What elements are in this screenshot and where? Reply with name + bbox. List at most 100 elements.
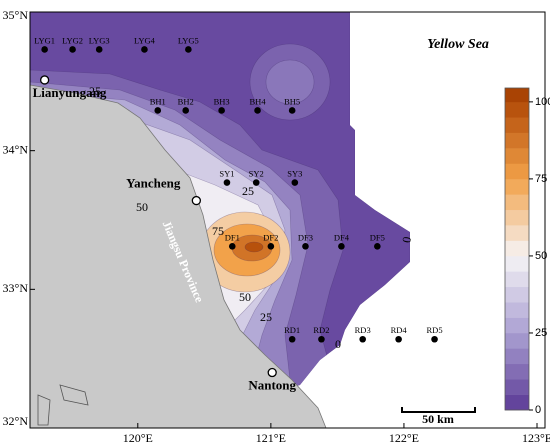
colorbar-step [505, 363, 529, 380]
station [267, 243, 275, 250]
colorbar-step [505, 379, 529, 395]
city-label: Lianyungang [33, 85, 107, 100]
station-label: LYG1 [34, 35, 55, 45]
station [374, 243, 381, 250]
x-tick-label: 120°E [123, 431, 153, 445]
contour-label: 25 [89, 84, 101, 98]
station-label: BH4 [250, 96, 267, 106]
colorbar-step [505, 194, 529, 211]
station-label: LYG3 [89, 35, 110, 45]
station-label: RD5 [427, 325, 443, 335]
station [95, 46, 103, 53]
station [288, 107, 296, 114]
station [318, 335, 325, 343]
station-label: BH1 [150, 96, 166, 106]
station [431, 335, 438, 343]
station-label: LYG2 [62, 35, 83, 45]
city [267, 367, 277, 378]
station-label: SY1 [219, 169, 234, 179]
station-label: LYG4 [134, 35, 156, 45]
contour-label: 25 [242, 184, 254, 198]
colorbar-step [505, 317, 529, 334]
station [185, 46, 192, 53]
station-label: RD2 [313, 325, 329, 335]
map-frame [29, 11, 546, 429]
city [39, 75, 50, 85]
station [69, 46, 76, 53]
contour-band [265, 59, 315, 105]
station-label: DF1 [225, 232, 240, 242]
station-label: BH5 [284, 96, 300, 106]
y-tick-label: 34°N [3, 142, 29, 156]
station-label: RD4 [391, 325, 408, 335]
land [29, 84, 327, 429]
station-label: RD3 [355, 325, 371, 335]
x-tick-label: 123°E [522, 431, 550, 445]
contour-band [244, 241, 264, 253]
station-label: SY2 [249, 169, 264, 179]
station [254, 107, 261, 114]
island [59, 384, 89, 406]
station [41, 46, 48, 53]
colorbar-tick-label: 0 [535, 404, 541, 416]
station-label: DF3 [298, 232, 313, 242]
contour-label: 75 [212, 224, 224, 238]
colorbar-step [505, 394, 529, 411]
station-label: LYG5 [178, 35, 199, 45]
station-label: SY3 [287, 169, 302, 179]
station [141, 46, 148, 53]
y-tick-label: 33°N [3, 281, 29, 295]
city-label: Nantong [248, 378, 296, 393]
station [228, 243, 236, 250]
colorbar-step [505, 132, 529, 149]
station [359, 335, 366, 343]
colorbar-step [505, 302, 529, 318]
station [291, 179, 299, 186]
colorbar-step [505, 209, 529, 226]
station [288, 335, 296, 343]
station [302, 243, 309, 250]
station-label: DF2 [263, 232, 278, 242]
station-label: BH3 [214, 96, 230, 106]
colorbar-step [505, 271, 529, 288]
colorbar-tick-label: 75 [535, 173, 547, 185]
city-label: Yancheng [126, 176, 181, 191]
sea-label: Yellow Sea [427, 37, 489, 52]
scale-bar-label: 50 km [422, 412, 454, 426]
city [191, 195, 201, 206]
colorbar-tick-label: 50 [535, 250, 547, 262]
station [218, 107, 225, 114]
x-tick-label: 121°E [256, 431, 286, 445]
colorbar-step [505, 178, 529, 195]
colorbar-tick-label: 25 [535, 327, 547, 339]
colorbar-step [505, 101, 529, 118]
station-label: RD1 [284, 325, 300, 335]
colorbar-step [505, 88, 529, 103]
colorbar-step [505, 163, 529, 180]
station-label: BH2 [178, 96, 194, 106]
colorbar-step [505, 225, 529, 241]
colorbar-step [505, 148, 529, 164]
station [338, 243, 345, 250]
station [395, 335, 402, 343]
colorbar-step [505, 117, 529, 133]
colorbar-step [505, 240, 529, 257]
colorbar-step [505, 286, 529, 303]
colorbar-frame [504, 87, 530, 411]
contour-label: 0 [335, 337, 341, 351]
station [182, 107, 189, 114]
station [252, 179, 260, 186]
colorbar-step [505, 332, 529, 349]
contour-label: 50 [239, 290, 251, 304]
contour-label: 50 [136, 200, 148, 214]
station [154, 107, 162, 114]
contour-label: 0 [399, 236, 414, 244]
station-label: DF4 [334, 232, 350, 242]
overlay: 25 25 50 75 50 25 0 0 120°E 121°E 122°E 123°E 32°N 33… [3, 8, 550, 445]
y-tick-label: 35°N [3, 8, 29, 22]
colorbar-step [505, 255, 529, 272]
station-label: DF5 [370, 232, 385, 242]
island [37, 394, 51, 426]
contour-label: 25 [260, 310, 272, 324]
